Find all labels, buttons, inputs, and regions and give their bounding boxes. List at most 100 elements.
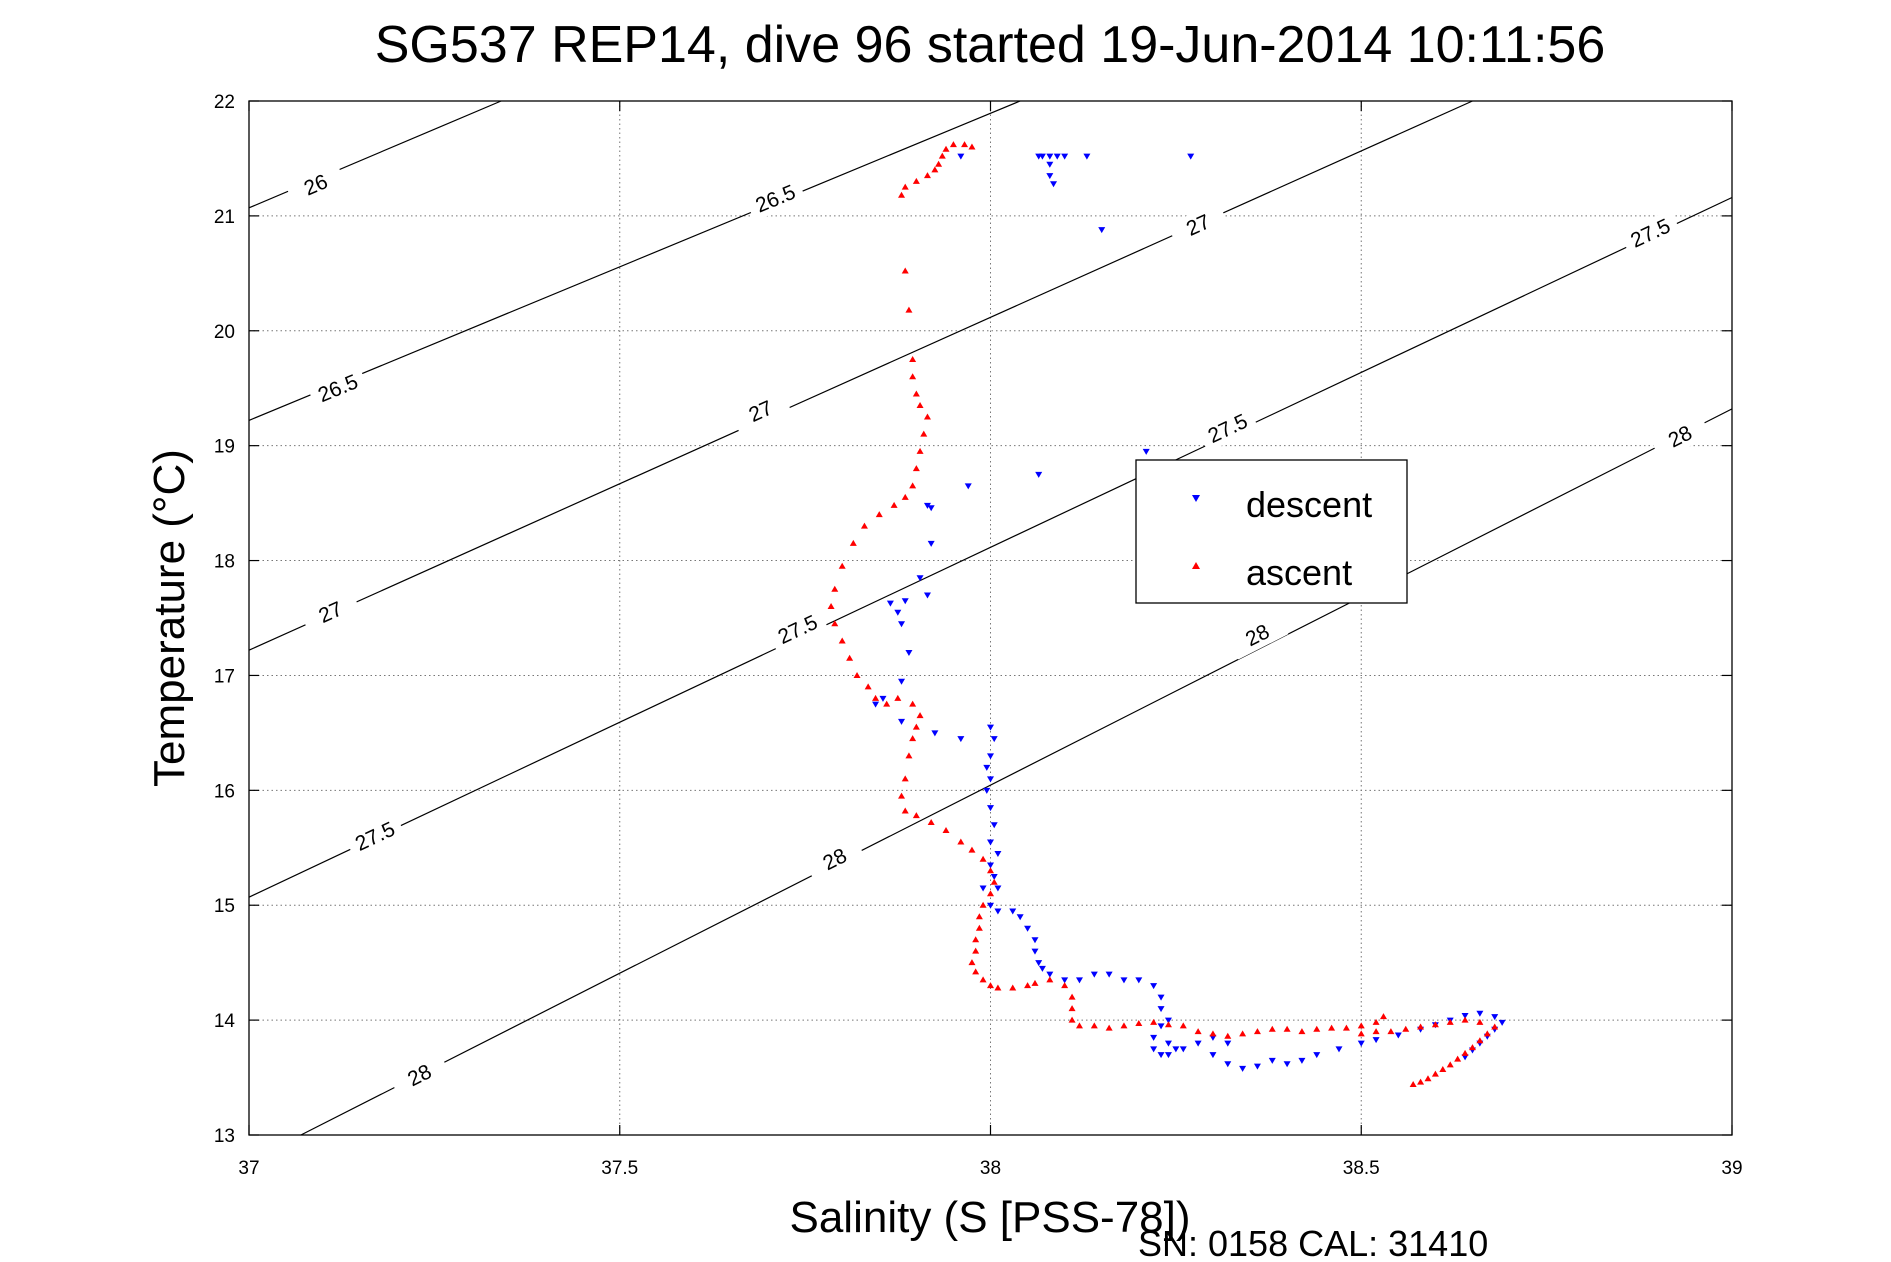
data-point-ascent [975,913,983,920]
data-point-descent [1157,994,1165,1001]
data-point-descent [1075,977,1083,984]
data-point-descent [1357,1040,1365,1047]
data-point-descent [1335,1046,1343,1053]
data-point-ascent [838,562,846,569]
data-point-descent [1498,1019,1506,1026]
data-point-descent [1313,1052,1321,1059]
data-point-descent [1135,977,1143,984]
legend-box [1135,459,1408,604]
data-point-ascent [905,306,913,313]
data-point-ascent [1268,1025,1276,1032]
data-point-ascent [1075,1022,1083,1029]
data-point-ascent [1409,1080,1417,1087]
data-point-ascent [1387,1028,1395,1035]
density-contour-line [248,100,502,209]
data-point-ascent [1120,1022,1128,1029]
data-point-descent [1035,960,1043,967]
data-point-descent [979,885,987,892]
data-point-ascent [931,166,939,173]
data-point-descent [1053,153,1061,160]
data-point-descent [1224,1040,1232,1047]
data-point-descent [931,730,939,737]
data-point-ascent [1239,1030,1247,1037]
density-contour-label-bg [344,812,406,860]
data-point-ascent [916,447,924,454]
data-point-descent [927,505,935,512]
data-point-descent [879,695,887,702]
data-point-descent [901,598,909,605]
data-point-descent [1061,153,1069,160]
data-point-ascent [1253,1028,1261,1035]
data-point-ascent [849,539,857,546]
y-tick-label: 17 [214,666,235,687]
y-tick-label: 18 [214,552,235,573]
data-point-ascent [912,723,920,730]
data-point-descent [898,678,906,685]
data-point-ascent [1150,1018,1158,1025]
y-tick-label: 16 [214,781,235,802]
density-contour-line [300,408,1733,1136]
data-point-ascent [905,752,913,759]
density-contour-line [248,100,1021,421]
data-point-descent [1038,965,1046,972]
data-point-descent [987,862,994,869]
data-point-descent [964,483,972,490]
data-point-descent [1253,1063,1261,1070]
data-point-ascent [1068,1016,1076,1023]
data-point-descent [994,908,1002,915]
data-point-ascent [1476,1037,1484,1044]
data-point-ascent [972,968,980,975]
data-point-descent [1157,1052,1165,1059]
data-point-ascent [901,775,909,782]
data-point-descent [1046,153,1054,160]
data-point-descent [1046,173,1054,180]
data-point-descent [923,502,931,509]
data-point-descent [1150,1034,1158,1041]
data-point-ascent [1031,979,1039,986]
data-point-descent [1224,1061,1232,1068]
data-point-ascent [949,141,957,148]
data-point-ascent [1164,1021,1172,1028]
data-point-ascent [1024,982,1032,989]
data-point-ascent [975,924,983,931]
data-point-ascent [883,700,891,707]
data-point-descent [990,822,998,829]
serial-calibration-note: SN: 0158 CAL: 31410 [1138,1223,1488,1262]
data-point-ascent [1313,1025,1321,1032]
data-point-ascent [1209,1030,1217,1037]
data-point-ascent [987,890,994,897]
data-point-descent [1035,471,1043,478]
data-point-ascent [987,982,994,989]
chart-title: SG537 REP14, dive 96 started 19-Jun-2014… [375,16,1606,74]
data-point-ascent [1179,1022,1187,1029]
data-point-ascent [831,585,839,592]
data-point-descent [1035,153,1043,160]
data-point-ascent [894,694,902,701]
data-point-descent [905,649,913,656]
data-point-descent [1046,161,1054,168]
data-point-descent [987,805,994,812]
data-point-descent [1016,914,1024,921]
data-point-descent [987,902,994,909]
data-point-descent [994,851,1002,858]
data-point-descent [1031,937,1039,944]
data-point-ascent [994,984,1002,991]
data-point-descent [1009,908,1017,915]
axis-ticks: 37 37.5 38 38.5 39 13 14 15 16 17 18 19 20 21 22 [214,92,1743,1179]
density-contour-label-bg [766,605,829,654]
data-point-ascent [935,160,943,167]
data-point-ascent [968,143,976,150]
data-point-ascent [909,356,917,362]
data-point-ascent [831,620,839,627]
data-point-ascent [972,947,980,954]
density-contour-label-bg [1649,412,1711,461]
data-point-ascent [1483,1030,1491,1037]
data-point-ascent [872,694,880,701]
data-point-descent [1164,1040,1172,1047]
legend-marker-descent [1192,495,1200,502]
y-tick-label: 21 [214,207,235,228]
data-point-ascent [961,141,969,148]
x-tick-label: 37.5 [601,1158,638,1179]
